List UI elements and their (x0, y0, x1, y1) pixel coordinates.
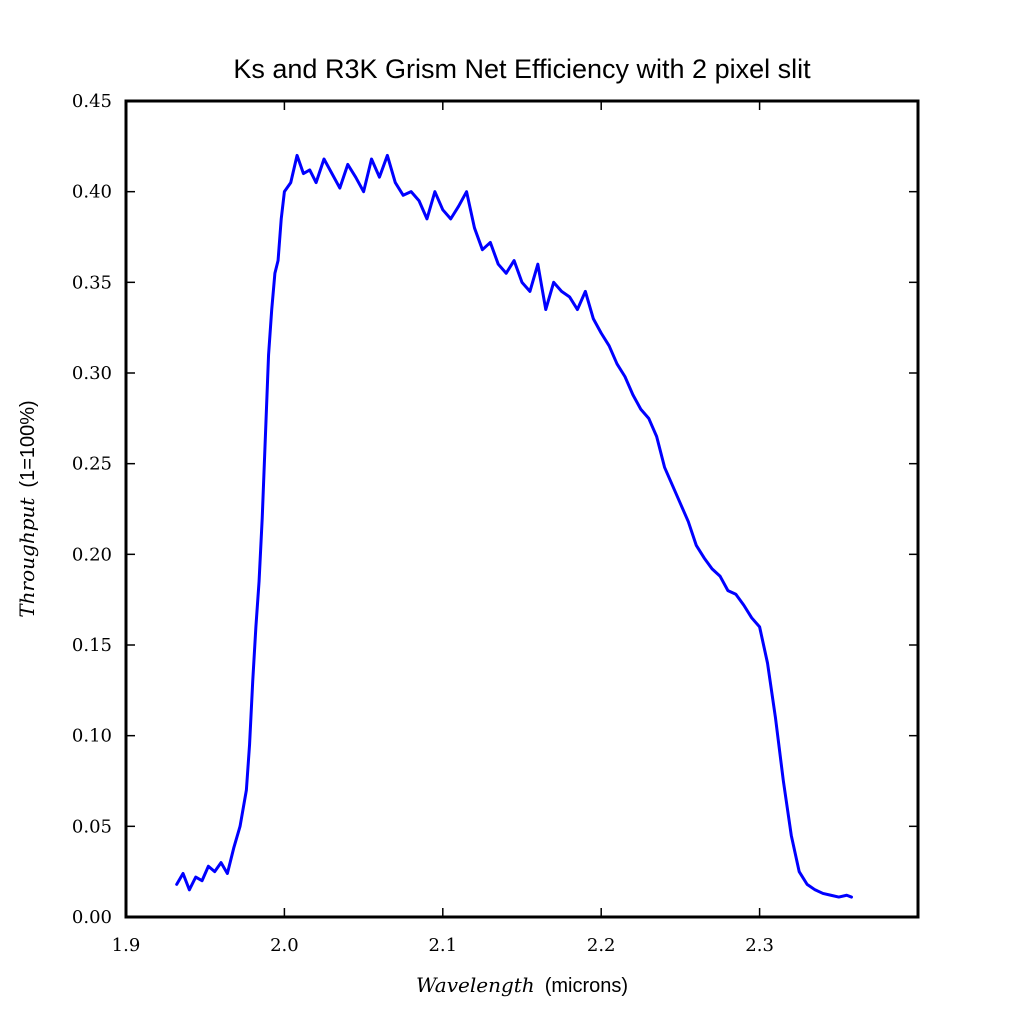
y-axis-label: Throughput (1=100%) (15, 400, 39, 617)
y-axis-label-quantity: Throughput (15, 497, 39, 618)
y-tick-label: 0.45 (72, 91, 112, 112)
y-tick-label: 0.30 (72, 363, 112, 384)
x-tick-label: 2.2 (587, 935, 616, 956)
y-tick-label: 0.20 (72, 544, 112, 565)
y-tick-label: 0.00 (72, 907, 112, 928)
x-axis-label-unit: (microns) (545, 975, 628, 997)
y-tick-label: 0.35 (72, 272, 112, 293)
y-axis-label-unit: (1=100%) (17, 400, 39, 487)
y-tick-label: 0.05 (72, 816, 112, 837)
x-axis-label-quantity: Wavelength (416, 973, 535, 997)
x-tick-label: 2.0 (270, 935, 299, 956)
x-ticks: 1.9 2.0 2.1 2.2 2.3 (112, 101, 774, 956)
plot-area-frame (124, 99, 920, 919)
x-tick-label: 1.9 (112, 935, 141, 956)
y-ticks: 0.00 0.05 0.10 0.15 0.20 0.25 0.30 0.35 0.40 0.45 (72, 91, 918, 928)
chart-title: Ks and R3K Grism Net Efficiency with 2 p… (233, 54, 811, 84)
x-axis-label: Wavelength (microns) (416, 973, 628, 997)
y-tick-label: 0.10 (72, 726, 112, 747)
y-tick-label: 0.25 (72, 454, 112, 475)
throughput-series-line (175, 153, 853, 899)
x-tick-label: 2.1 (428, 935, 457, 956)
x-tick-label: 2.3 (745, 935, 774, 956)
y-tick-label: 0.40 (72, 182, 112, 203)
y-tick-label: 0.15 (72, 635, 112, 656)
